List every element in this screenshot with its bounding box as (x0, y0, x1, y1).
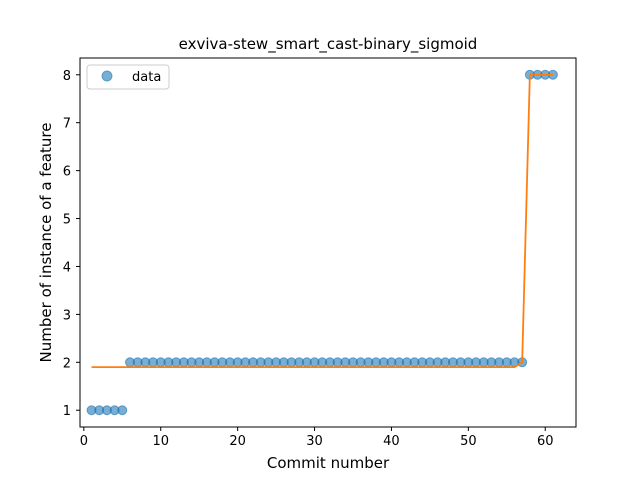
x-tick-label: 30 (306, 434, 323, 449)
series-layer (86, 69, 558, 416)
x-tick-label: 40 (383, 434, 400, 449)
legend-label-data: data (132, 70, 161, 85)
y-tick-label: 7 (63, 117, 71, 132)
y-tick-label: 3 (63, 308, 71, 323)
y-tick-label: 1 (63, 404, 71, 419)
y-axis-label: Number of instance of a feature (37, 123, 55, 363)
y-tick-label: 5 (63, 213, 71, 228)
y-tick-label: 2 (63, 356, 71, 371)
legend: data (86, 64, 170, 90)
x-axis: 0 10 20 30 40 50 60 (80, 427, 554, 449)
x-tick-label: 60 (537, 434, 554, 449)
fit-line (91, 73, 553, 368)
chart-title: exviva-stew_smart_cast-binary_sigmoid (179, 35, 478, 54)
y-axis: 1 2 3 4 5 6 7 8 (63, 69, 80, 419)
data-point (117, 405, 128, 416)
x-tick-label: 20 (229, 434, 246, 449)
x-tick-label: 0 (80, 434, 88, 449)
x-axis-label: Commit number (267, 454, 390, 472)
y-tick-label: 6 (63, 165, 71, 180)
legend-marker-data (101, 70, 113, 82)
x-tick-label: 10 (152, 434, 169, 449)
y-tick-label: 8 (63, 69, 71, 84)
x-tick-label: 50 (460, 434, 477, 449)
y-tick-label: 4 (63, 260, 71, 275)
plot-frame (79, 57, 577, 428)
